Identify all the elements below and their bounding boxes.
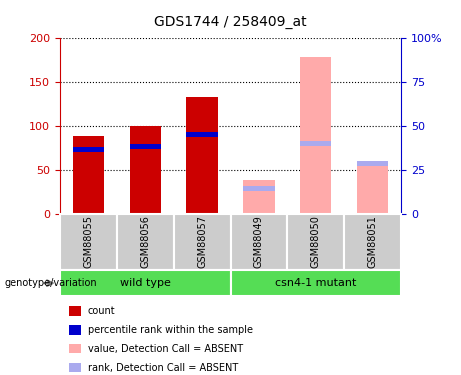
Bar xyxy=(344,214,401,270)
Bar xyxy=(73,136,104,214)
Bar xyxy=(357,165,388,214)
Bar xyxy=(60,214,117,270)
Text: GSM88050: GSM88050 xyxy=(311,215,321,268)
Bar xyxy=(117,214,174,270)
Text: value, Detection Call = ABSENT: value, Detection Call = ABSENT xyxy=(88,344,242,354)
Bar xyxy=(186,132,218,137)
Text: GSM88057: GSM88057 xyxy=(197,215,207,268)
Text: GSM88056: GSM88056 xyxy=(140,215,150,268)
Text: csn4-1 mutant: csn4-1 mutant xyxy=(275,278,356,288)
Text: GSM88051: GSM88051 xyxy=(367,215,378,268)
Bar xyxy=(230,214,287,270)
Bar xyxy=(130,144,161,149)
Text: wild type: wild type xyxy=(120,278,171,288)
Bar xyxy=(243,180,275,214)
Text: rank, Detection Call = ABSENT: rank, Detection Call = ABSENT xyxy=(88,363,238,372)
Bar xyxy=(243,186,275,191)
Bar xyxy=(174,214,230,270)
Text: GDS1744 / 258409_at: GDS1744 / 258409_at xyxy=(154,15,307,29)
Text: GSM88049: GSM88049 xyxy=(254,216,264,268)
Bar xyxy=(130,126,161,214)
Bar xyxy=(186,96,218,214)
Bar xyxy=(357,161,388,166)
Text: count: count xyxy=(88,306,115,316)
Bar xyxy=(287,214,344,270)
Bar xyxy=(73,147,104,152)
Bar xyxy=(300,141,331,146)
Bar xyxy=(300,57,331,214)
Bar xyxy=(230,270,401,296)
Bar xyxy=(60,270,230,296)
Text: genotype/variation: genotype/variation xyxy=(5,278,97,288)
Text: GSM88055: GSM88055 xyxy=(83,215,94,268)
Text: percentile rank within the sample: percentile rank within the sample xyxy=(88,325,253,335)
